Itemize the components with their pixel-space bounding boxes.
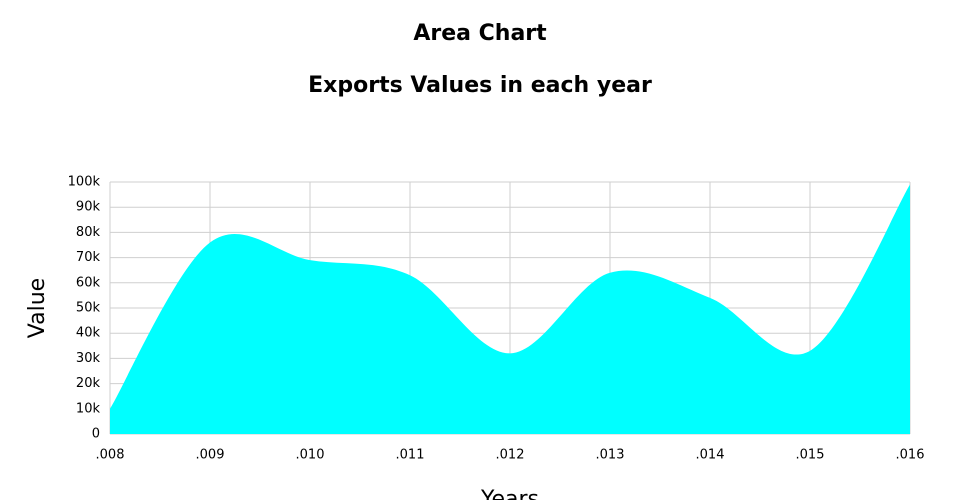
y-tick-label: 90k	[76, 200, 101, 215]
y-tick-label: 60k	[76, 275, 101, 290]
y-tick-label: 70k	[76, 250, 101, 265]
x-axis-title: Years	[480, 487, 539, 500]
y-tick-label: 30k	[76, 351, 101, 366]
y-tick-label: 80k	[76, 225, 101, 240]
x-tick-label: .014	[696, 448, 725, 463]
x-tick-label: .009	[196, 448, 225, 463]
x-tick-label: .008	[96, 448, 125, 463]
x-tick-label: .011	[396, 448, 425, 463]
area	[110, 184, 910, 434]
y-tick-label: 20k	[76, 376, 101, 391]
x-tick-label: .012	[496, 448, 525, 463]
x-tick-label: .013	[596, 448, 625, 463]
y-tick-label: 100k	[68, 175, 101, 190]
x-tick-label: .010	[296, 448, 325, 463]
x-tick-label: .016	[896, 448, 925, 463]
y-tick-label: 50k	[76, 301, 101, 316]
y-axis-title: Value	[25, 278, 50, 338]
y-tick-label: 0	[92, 427, 100, 442]
y-tick-label: 10k	[76, 401, 101, 416]
y-tick-label: 40k	[76, 326, 101, 341]
x-tick-label: .015	[796, 448, 825, 463]
chart-title: Area Chart	[413, 21, 547, 46]
chart-subtitle: Exports Values in each year	[308, 73, 652, 98]
